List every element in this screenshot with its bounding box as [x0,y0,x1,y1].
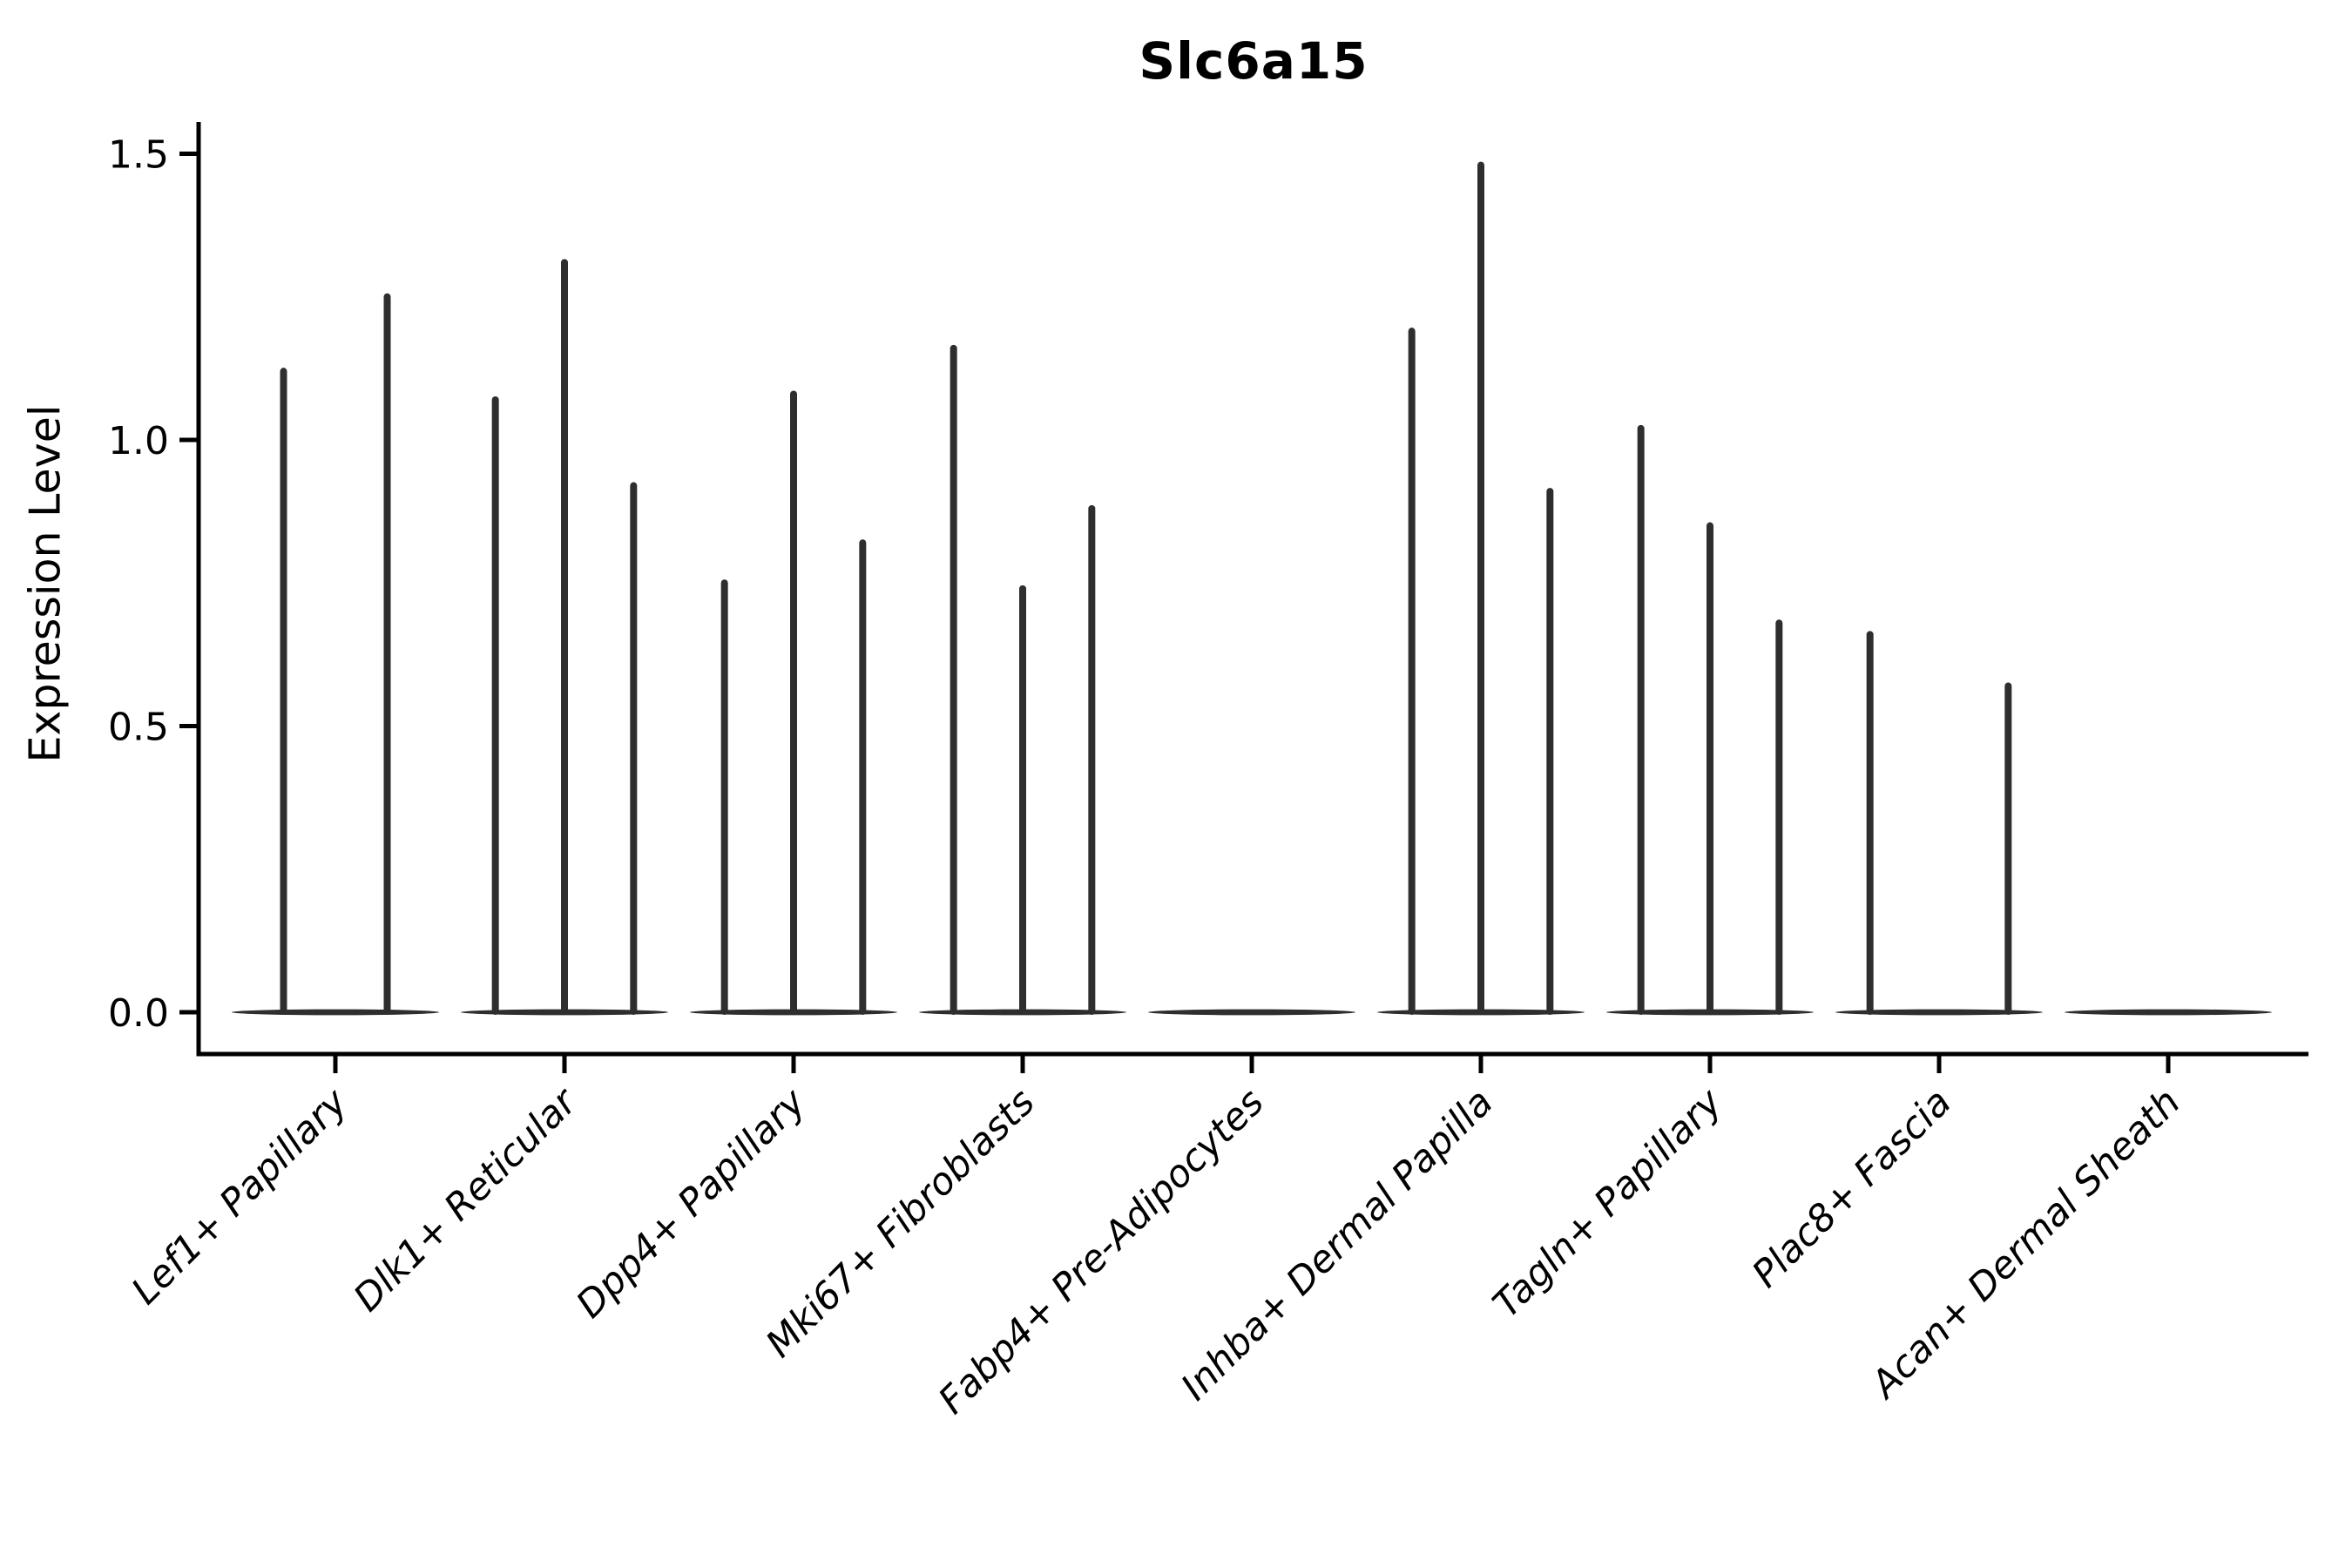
x-tick-label: Tagln+ Papillary [1485,1080,1732,1327]
violin-baseline [2065,1009,2272,1016]
x-tick-label: Plac8+ Fascia [1744,1080,1960,1296]
y-tick-label: 1.0 [108,419,169,463]
plot-title: Slc6a15 [1139,31,1369,91]
x-tick-label: Dlk1+ Reticular [346,1079,587,1321]
violin-baseline [1835,1009,2043,1016]
y-tick-label: 0.0 [108,991,169,1036]
y-tick-label: 0.5 [108,706,169,750]
violin-baseline [1148,1009,1355,1016]
violin-baseline [232,1009,439,1016]
x-tick-label: Lef1+ Papillary [124,1080,356,1313]
x-tick-label: Dpp4+ Papillary [568,1080,814,1327]
y-tick-label: 1.5 [108,133,169,178]
